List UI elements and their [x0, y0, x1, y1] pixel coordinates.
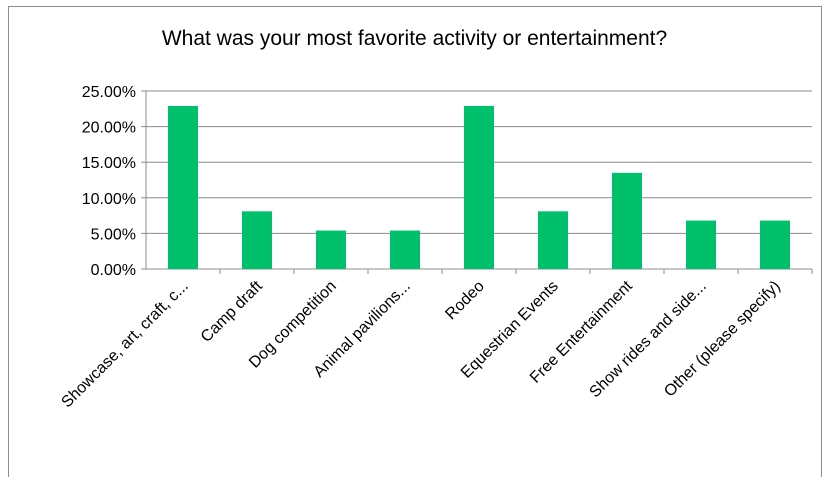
bar [612, 172, 642, 269]
bar [316, 230, 346, 269]
bar [242, 211, 272, 269]
bar [464, 105, 494, 270]
bar [538, 211, 568, 269]
x-tick-label: Camp draft [198, 277, 266, 345]
y-tick-label: 20.00% [82, 120, 136, 137]
bar [686, 220, 716, 269]
y-tick-label: 0.00% [91, 262, 136, 279]
chart-title: What was your most favorite activity or … [161, 27, 668, 50]
y-tick-label: 5.00% [91, 226, 136, 243]
x-tick-label: Showcase, art, craft, c... [58, 278, 191, 411]
bar [168, 105, 198, 270]
y-tick-label: 15.00% [82, 155, 136, 172]
y-tick-label: 25.00% [82, 84, 136, 101]
bar [390, 230, 420, 269]
x-tick-label: Rodeo [442, 278, 487, 323]
y-tick-label: 10.00% [82, 191, 136, 208]
bar [760, 220, 790, 269]
